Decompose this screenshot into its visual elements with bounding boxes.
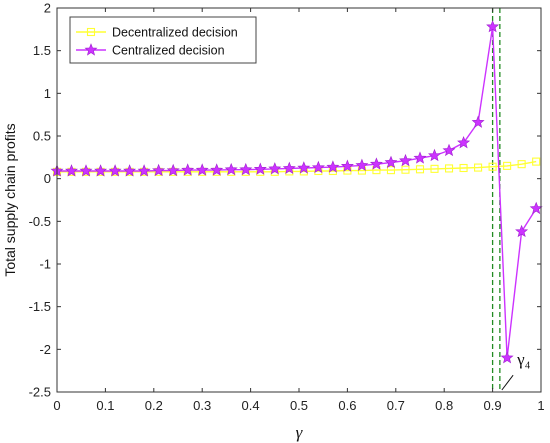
data-point: [428, 148, 441, 162]
data-point: [65, 164, 78, 177]
data-point: [532, 157, 541, 166]
y-tick-label: 2: [44, 1, 51, 16]
data-point: [282, 161, 296, 174]
y-tick-label: 1: [44, 86, 51, 101]
data-point: [413, 151, 427, 164]
series-line: [57, 160, 537, 173]
legend-label-centralized: Centralized decision: [112, 44, 225, 58]
y-tick-label: -0.5: [29, 214, 51, 229]
data-point: [401, 165, 410, 174]
data-point: [444, 164, 454, 173]
legend-marker-centralized: [84, 43, 98, 56]
data-point: [123, 164, 137, 177]
data-point: [488, 162, 497, 171]
data-point: [399, 153, 412, 167]
data-point: [369, 157, 383, 170]
x-tick-label: 0.7: [387, 398, 405, 413]
data-point: [517, 160, 526, 169]
x-tick-label: 0.3: [193, 398, 211, 413]
legend: Decentralized decision Centralized decis…: [69, 16, 257, 64]
data-point: [297, 161, 311, 174]
x-tick-label: 0.1: [96, 398, 114, 413]
annotation-layer: γ₄: [501, 350, 531, 391]
data-point: [137, 164, 151, 177]
series-layer: [50, 19, 543, 364]
data-point: [239, 162, 253, 176]
data-point: [486, 19, 500, 33]
data-point: [195, 163, 209, 176]
x-tick-label: 0.5: [290, 398, 308, 413]
data-point: [108, 164, 122, 177]
data-point: [326, 160, 340, 173]
data-point: [210, 163, 224, 176]
data-point: [384, 155, 398, 168]
data-point: [152, 163, 166, 177]
data-point: [415, 165, 425, 174]
data-point: [500, 351, 514, 364]
data-point: [166, 163, 180, 177]
plot-background: [57, 8, 541, 392]
data-point: [457, 135, 471, 149]
x-tick-label: 0.9: [484, 398, 502, 413]
y-tick-label: -1.5: [29, 299, 51, 314]
x-tick-label: 0.2: [145, 398, 163, 413]
series-centralized: [50, 19, 543, 364]
y-tick-label: -2: [39, 342, 51, 357]
data-point: [224, 162, 238, 176]
x-tick-label: 1: [537, 398, 544, 413]
x-tick-label: 0: [53, 398, 60, 413]
data-point: [459, 163, 468, 173]
data-point: [181, 163, 195, 176]
legend-label-decentralized: Decentralized decision: [112, 26, 238, 40]
annotation-label: γ₄: [516, 350, 531, 369]
data-point: [79, 164, 93, 177]
data-point: [386, 166, 396, 175]
data-point: [340, 159, 354, 172]
y-tick-label: -2.5: [29, 385, 51, 400]
data-point: [442, 143, 456, 157]
data-point: [515, 224, 529, 238]
data-point: [268, 162, 282, 175]
y-tick-label: 0.5: [33, 129, 51, 144]
legend-marker-decentralized: [86, 27, 96, 37]
annotation-pointer: [501, 374, 514, 391]
y-axis-label: Total supply chain profits: [2, 123, 18, 276]
data-point: [94, 164, 108, 177]
legend-box: [69, 16, 257, 64]
x-tick-label: 0.6: [338, 398, 356, 413]
tick-layer: 0 0.1 0.2 0.3 0.4 0.5 0.6 0.7 0.8 0.9 1 -2.5 -2 -1.5 -…: [29, 1, 545, 414]
data-point: [471, 115, 485, 128]
data-point: [355, 158, 369, 171]
data-point: [311, 160, 325, 174]
y-tick-label: 1.5: [33, 43, 51, 58]
data-point: [430, 164, 439, 173]
data-point: [253, 162, 267, 175]
x-tick-label: 0.8: [435, 398, 453, 413]
x-tick-label: 0.4: [242, 398, 260, 413]
series-line: [57, 26, 537, 358]
y-tick-label: 0: [44, 171, 51, 186]
y-tick-label: -1: [39, 257, 51, 272]
data-point: [503, 161, 512, 170]
data-point: [474, 163, 483, 172]
x-axis-label: γ: [296, 423, 304, 442]
